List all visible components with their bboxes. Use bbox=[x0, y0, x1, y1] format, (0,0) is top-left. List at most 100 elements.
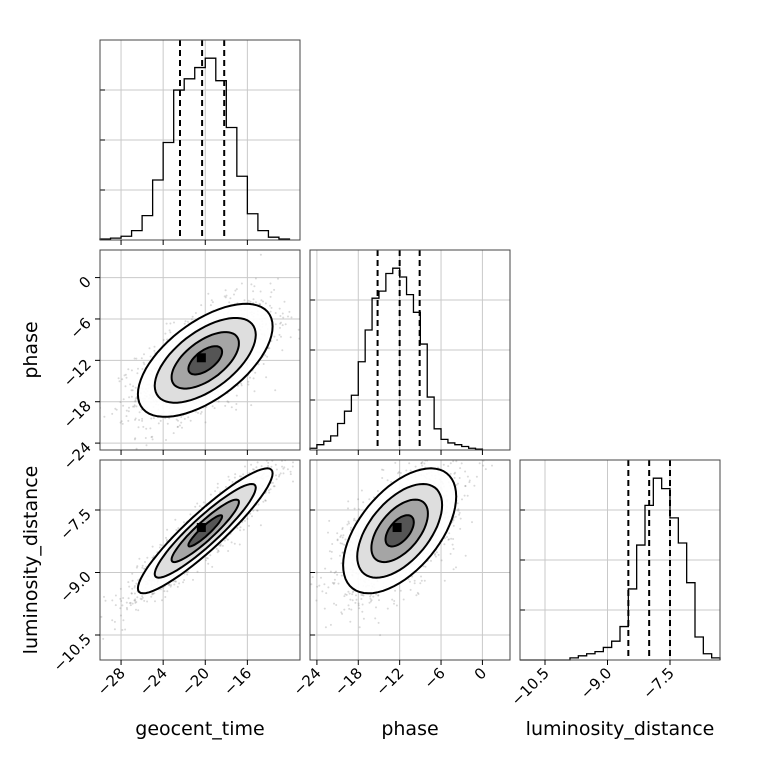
scatter-point bbox=[340, 611, 343, 614]
scatter-point bbox=[210, 299, 213, 302]
scatter-point bbox=[137, 609, 140, 612]
scatter-point bbox=[449, 552, 452, 555]
scatter-point bbox=[158, 546, 161, 549]
scatter-point bbox=[122, 398, 125, 401]
scatter-point bbox=[200, 411, 203, 413]
scatter-point bbox=[242, 528, 245, 531]
scatter-point bbox=[138, 411, 141, 414]
scatter-point bbox=[142, 425, 145, 428]
scatter-point bbox=[169, 331, 172, 334]
scatter-point bbox=[154, 600, 156, 603]
scatter-point bbox=[255, 301, 257, 304]
scatter-point bbox=[105, 451, 107, 453]
scatter-point bbox=[142, 361, 145, 364]
scatter-point bbox=[282, 467, 285, 470]
scatter-point bbox=[282, 472, 285, 475]
hist-panel-geocent_time bbox=[99, 39, 301, 241]
scatter-point bbox=[306, 441, 308, 443]
scatter-point bbox=[249, 376, 251, 379]
scatter-point bbox=[369, 600, 372, 603]
scatter-point bbox=[306, 278, 308, 280]
scatter-point bbox=[234, 289, 237, 292]
scatter-point bbox=[455, 439, 457, 441]
scatter-point bbox=[123, 374, 126, 377]
axes-frame bbox=[99, 459, 301, 661]
scatter-point bbox=[243, 299, 246, 302]
scatter-point bbox=[175, 529, 178, 531]
scatter-point bbox=[287, 315, 289, 318]
scatter-point bbox=[134, 599, 137, 602]
scatter-point bbox=[466, 475, 469, 478]
scatter-point bbox=[368, 601, 371, 604]
scatter-point bbox=[381, 468, 383, 471]
scatter-point bbox=[96, 616, 98, 618]
scatter-point bbox=[457, 509, 460, 512]
scatter-point bbox=[189, 419, 192, 422]
scatter-point bbox=[151, 435, 154, 438]
scatter-point bbox=[333, 602, 335, 605]
scatter-point bbox=[269, 447, 271, 449]
scatter-point bbox=[360, 598, 363, 600]
scatter-point bbox=[233, 476, 236, 479]
scatter-point bbox=[228, 301, 231, 304]
scatter-point bbox=[134, 397, 137, 400]
scatter-point bbox=[278, 307, 281, 310]
scatter-point bbox=[278, 454, 280, 456]
scatter-point bbox=[274, 447, 276, 449]
scatter-point bbox=[128, 585, 131, 588]
scatter-point bbox=[339, 542, 342, 545]
scatter-point bbox=[284, 455, 286, 457]
scatter-point bbox=[393, 600, 396, 602]
scatter-point bbox=[262, 500, 265, 503]
scatter-point bbox=[340, 562, 343, 565]
scatter-point bbox=[134, 437, 137, 440]
scatter-point bbox=[130, 395, 133, 398]
scatter-point bbox=[133, 599, 136, 602]
scatter-point bbox=[178, 424, 181, 427]
scatter-point bbox=[131, 389, 134, 392]
scatter-point bbox=[302, 314, 304, 316]
scatter-point bbox=[174, 580, 177, 583]
scatter-point bbox=[240, 384, 243, 387]
contour-line bbox=[136, 467, 274, 595]
scatter-point bbox=[255, 466, 258, 469]
scatter-point bbox=[236, 527, 239, 529]
scatter-point bbox=[394, 461, 397, 464]
scatter-point bbox=[424, 565, 427, 568]
scatter-point bbox=[119, 597, 122, 600]
scatter-point bbox=[134, 386, 137, 389]
scatter-point bbox=[272, 458, 274, 460]
axes-frame bbox=[519, 459, 721, 661]
scatter-point bbox=[421, 461, 424, 463]
scatter-point bbox=[264, 354, 267, 357]
scatter-point bbox=[433, 553, 436, 556]
scatter-point bbox=[129, 604, 132, 607]
scatter-point bbox=[289, 336, 292, 339]
scatter-point bbox=[144, 437, 147, 439]
density-peak bbox=[196, 353, 206, 363]
scatter-point bbox=[246, 517, 249, 520]
scatter-point bbox=[191, 315, 194, 318]
scatter-point bbox=[96, 462, 98, 464]
scatter-point bbox=[343, 595, 346, 598]
scatter-point bbox=[347, 507, 349, 510]
scatter-point bbox=[259, 524, 262, 527]
scatter-point bbox=[100, 615, 103, 618]
scatter-point bbox=[355, 598, 358, 601]
scatter-point bbox=[307, 529, 309, 531]
scatter-point bbox=[468, 481, 471, 484]
scatter-point bbox=[217, 550, 220, 553]
scatter-point bbox=[143, 599, 146, 602]
scatter-point bbox=[420, 462, 423, 465]
scatter-point bbox=[456, 458, 458, 460]
scatter-point bbox=[268, 347, 271, 350]
scatter-point bbox=[238, 475, 241, 478]
scatter-point bbox=[252, 298, 255, 301]
scatter-point bbox=[159, 543, 162, 546]
scatter-point bbox=[143, 363, 146, 366]
scatter-point bbox=[279, 472, 282, 475]
scatter-point bbox=[223, 295, 226, 298]
scatter-point bbox=[151, 556, 154, 559]
scatter-point bbox=[103, 595, 105, 598]
